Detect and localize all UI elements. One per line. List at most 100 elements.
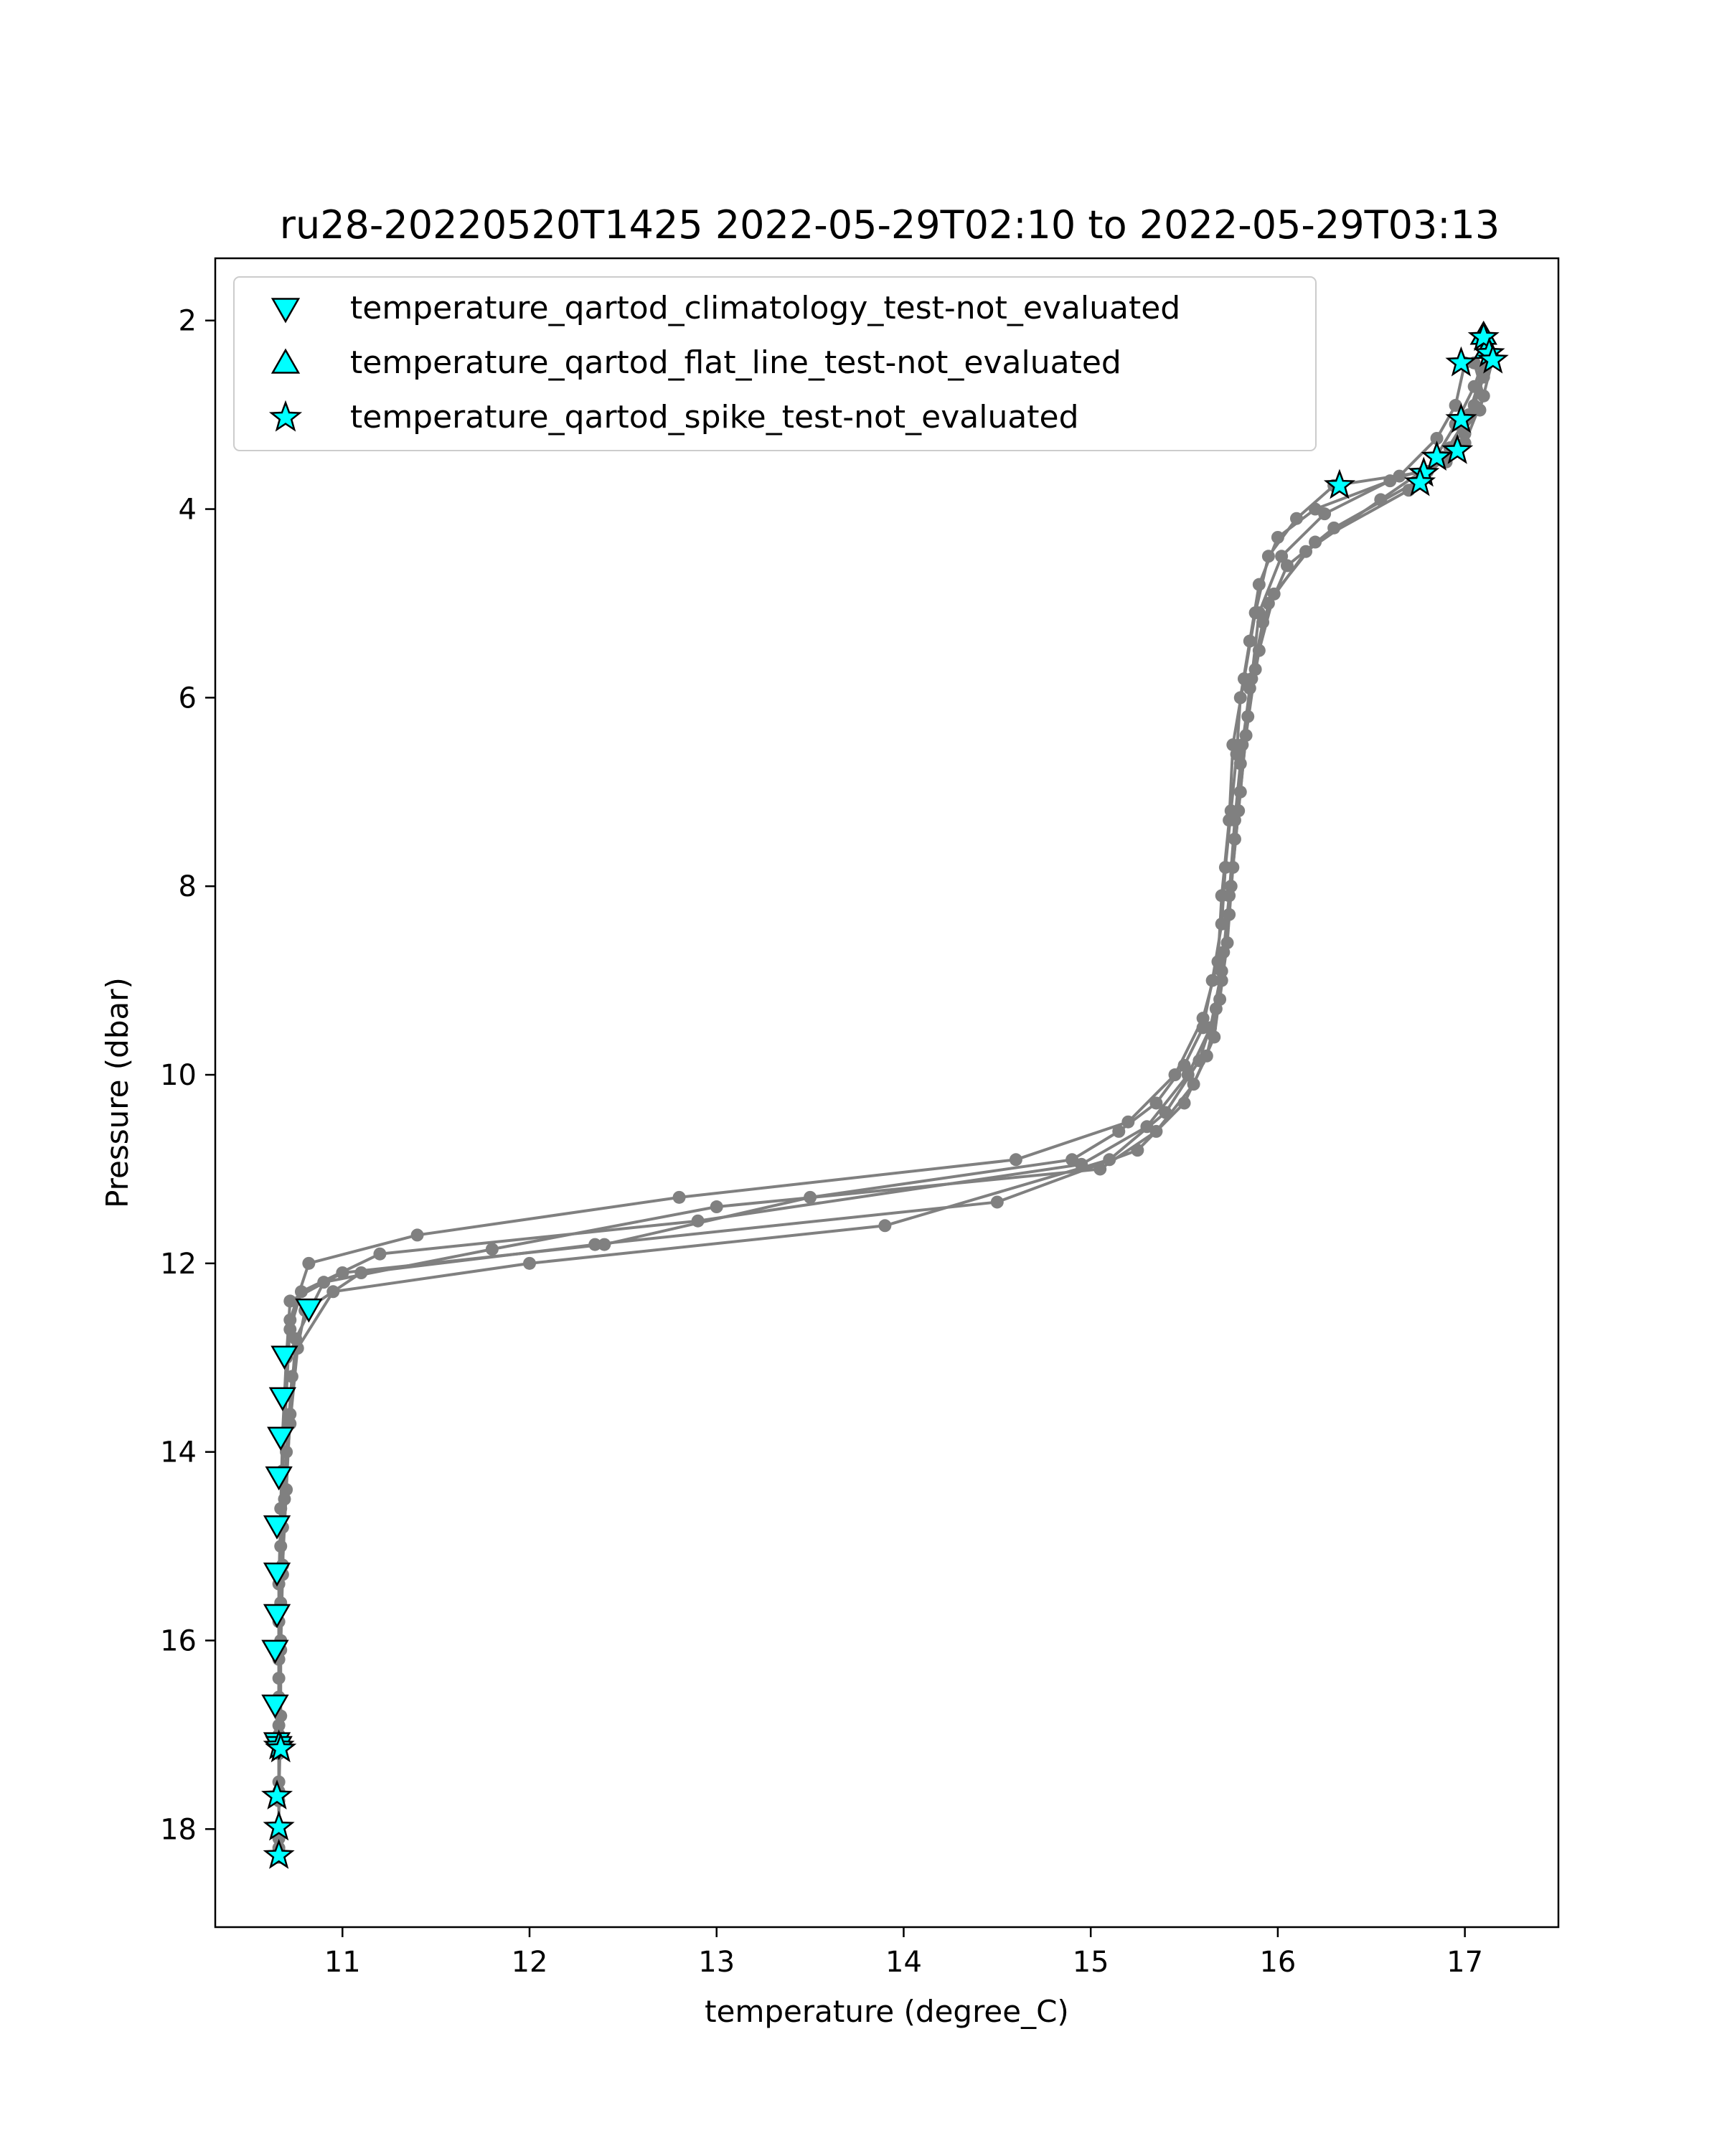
profile-1-point-10 bbox=[1252, 578, 1266, 591]
profile-1-point-21 bbox=[1112, 1124, 1126, 1138]
y-tick-label-4: 4 bbox=[179, 494, 197, 527]
spike-marker-5 bbox=[1445, 403, 1477, 433]
profile-6-point-6 bbox=[1275, 550, 1289, 563]
legend-entry-flat-line: temperature_qartod_flat_line_test-not_ev… bbox=[350, 344, 1121, 381]
profile-6-point-3 bbox=[1430, 431, 1444, 445]
spike-marker-4 bbox=[1445, 346, 1477, 377]
profile-6-point-2 bbox=[1449, 399, 1462, 413]
climatology-marker-3 bbox=[268, 1387, 297, 1411]
profile-3-point-18 bbox=[485, 1243, 499, 1256]
profile-4-point-15 bbox=[1131, 1144, 1144, 1157]
profile-5-point-14 bbox=[1159, 1106, 1172, 1119]
profile-3-point-2 bbox=[1477, 389, 1490, 403]
y-tick-label-12: 12 bbox=[160, 1248, 197, 1281]
y-axis-label: Pressure (dbar) bbox=[100, 977, 135, 1208]
profile-6-point-14 bbox=[1181, 1068, 1195, 1082]
legend: temperature_qartod_climatology_test-not_… bbox=[233, 276, 1317, 451]
profile-1-point-11 bbox=[1243, 634, 1256, 648]
profile-1-point-20 bbox=[1149, 1096, 1163, 1110]
profile-2-point-21 bbox=[283, 1313, 297, 1327]
profile-6-point-4 bbox=[1393, 469, 1406, 483]
profile-4-point-2 bbox=[1473, 403, 1487, 417]
plot-frame bbox=[214, 257, 1560, 1929]
legend-marker-climatology bbox=[270, 298, 301, 324]
profile-1-point-3 bbox=[1477, 370, 1490, 384]
y-tick-label-18: 18 bbox=[160, 1813, 197, 1846]
profile-1-point-16 bbox=[1215, 917, 1228, 931]
profile-2-point-24 bbox=[274, 1540, 288, 1553]
profile-5-point-13 bbox=[1192, 1054, 1206, 1068]
spike-marker-15 bbox=[263, 1838, 295, 1869]
profile-6-point-10 bbox=[1228, 814, 1241, 827]
x-tick-label-11: 11 bbox=[324, 1946, 361, 1979]
x-tick-label-14: 14 bbox=[885, 1946, 922, 1979]
profile-2-point-14 bbox=[1196, 1012, 1210, 1025]
profile-2-point-7 bbox=[1261, 550, 1275, 563]
legend-marker-spike bbox=[268, 400, 303, 432]
profile-3-point-10 bbox=[1228, 832, 1241, 846]
profile-6-point-19 bbox=[294, 1285, 308, 1299]
legend-entry-spike: temperature_qartod_spike_test-not_evalua… bbox=[350, 399, 1079, 436]
spike-marker-9 bbox=[1404, 466, 1436, 496]
profile-4-point-9 bbox=[1233, 785, 1247, 799]
profile-5-point-17 bbox=[523, 1256, 537, 1270]
x-tick-label-17: 17 bbox=[1446, 1946, 1483, 1979]
spike-marker-3 bbox=[1477, 343, 1509, 374]
profile-4-point-8 bbox=[1241, 710, 1255, 723]
profile-3-point-16 bbox=[1093, 1162, 1107, 1176]
profile-6-point-5 bbox=[1318, 507, 1332, 521]
profile-2-point-2 bbox=[1467, 380, 1481, 393]
profile-6-point-16 bbox=[1075, 1157, 1088, 1171]
profile-4-point-16 bbox=[990, 1195, 1004, 1209]
profile-6-point-11 bbox=[1223, 889, 1236, 903]
profile-1-point-17 bbox=[1205, 974, 1219, 987]
profile-2-point-16 bbox=[1121, 1115, 1135, 1129]
profile-5-point-24 bbox=[272, 1718, 286, 1732]
spike-marker-10 bbox=[1323, 469, 1355, 499]
profile-6-point-13 bbox=[1204, 1021, 1218, 1035]
profile-6-point-17 bbox=[691, 1214, 705, 1228]
spike-marker-14 bbox=[263, 1810, 295, 1841]
plot-layer bbox=[261, 320, 1509, 1869]
profile-5-point-16 bbox=[878, 1219, 892, 1233]
profile-3-point-14 bbox=[1187, 1078, 1200, 1091]
climatology-marker-4 bbox=[267, 1426, 295, 1451]
profile-4-point-14 bbox=[1177, 1096, 1191, 1110]
climatology-marker-2 bbox=[270, 1345, 298, 1370]
profile-5-point-5 bbox=[1299, 545, 1313, 558]
profile-4-point-10 bbox=[1226, 860, 1240, 874]
profile-4-point-6 bbox=[1267, 587, 1281, 601]
profile-6-point-9 bbox=[1236, 738, 1249, 752]
y-tick-label-6: 6 bbox=[179, 682, 197, 715]
profile-5-point-6 bbox=[1261, 596, 1275, 610]
spike-marker-7 bbox=[1421, 441, 1453, 471]
profile-1-point-26 bbox=[283, 1294, 297, 1308]
y-tick-label-10: 10 bbox=[160, 1059, 197, 1092]
profile-4-point-20 bbox=[285, 1370, 298, 1383]
profile-1-point-24 bbox=[598, 1238, 611, 1251]
profile-3-point-9 bbox=[1233, 757, 1247, 771]
profile-4-point-21 bbox=[280, 1445, 293, 1459]
profile-2-point-6 bbox=[1289, 512, 1303, 525]
profile-5-point-4 bbox=[1374, 493, 1388, 507]
spike-marker-12 bbox=[265, 1732, 297, 1763]
profile-2-point-15 bbox=[1168, 1068, 1182, 1082]
climatology-marker-9 bbox=[261, 1639, 289, 1665]
profile-4-point-17 bbox=[588, 1238, 602, 1251]
profile-6-point-18 bbox=[373, 1247, 387, 1261]
x-tick-label-13: 13 bbox=[698, 1946, 735, 1979]
climatology-marker-8 bbox=[263, 1604, 291, 1629]
climatology-marker-1 bbox=[295, 1298, 323, 1323]
profile-6-point-8 bbox=[1245, 672, 1258, 686]
profile-3-point-19 bbox=[317, 1276, 331, 1289]
profile-6-point-20 bbox=[283, 1322, 297, 1336]
profile-5-point-21 bbox=[278, 1492, 291, 1506]
y-tick-label-2: 2 bbox=[179, 305, 197, 338]
legend-markers bbox=[268, 298, 303, 432]
profile-4-point-24 bbox=[272, 1672, 286, 1685]
profile-5-point-15 bbox=[1103, 1153, 1116, 1167]
climatology-marker-5 bbox=[265, 1466, 293, 1491]
legend-entry-climatology: temperature_qartod_climatology_test-not_… bbox=[350, 290, 1180, 326]
